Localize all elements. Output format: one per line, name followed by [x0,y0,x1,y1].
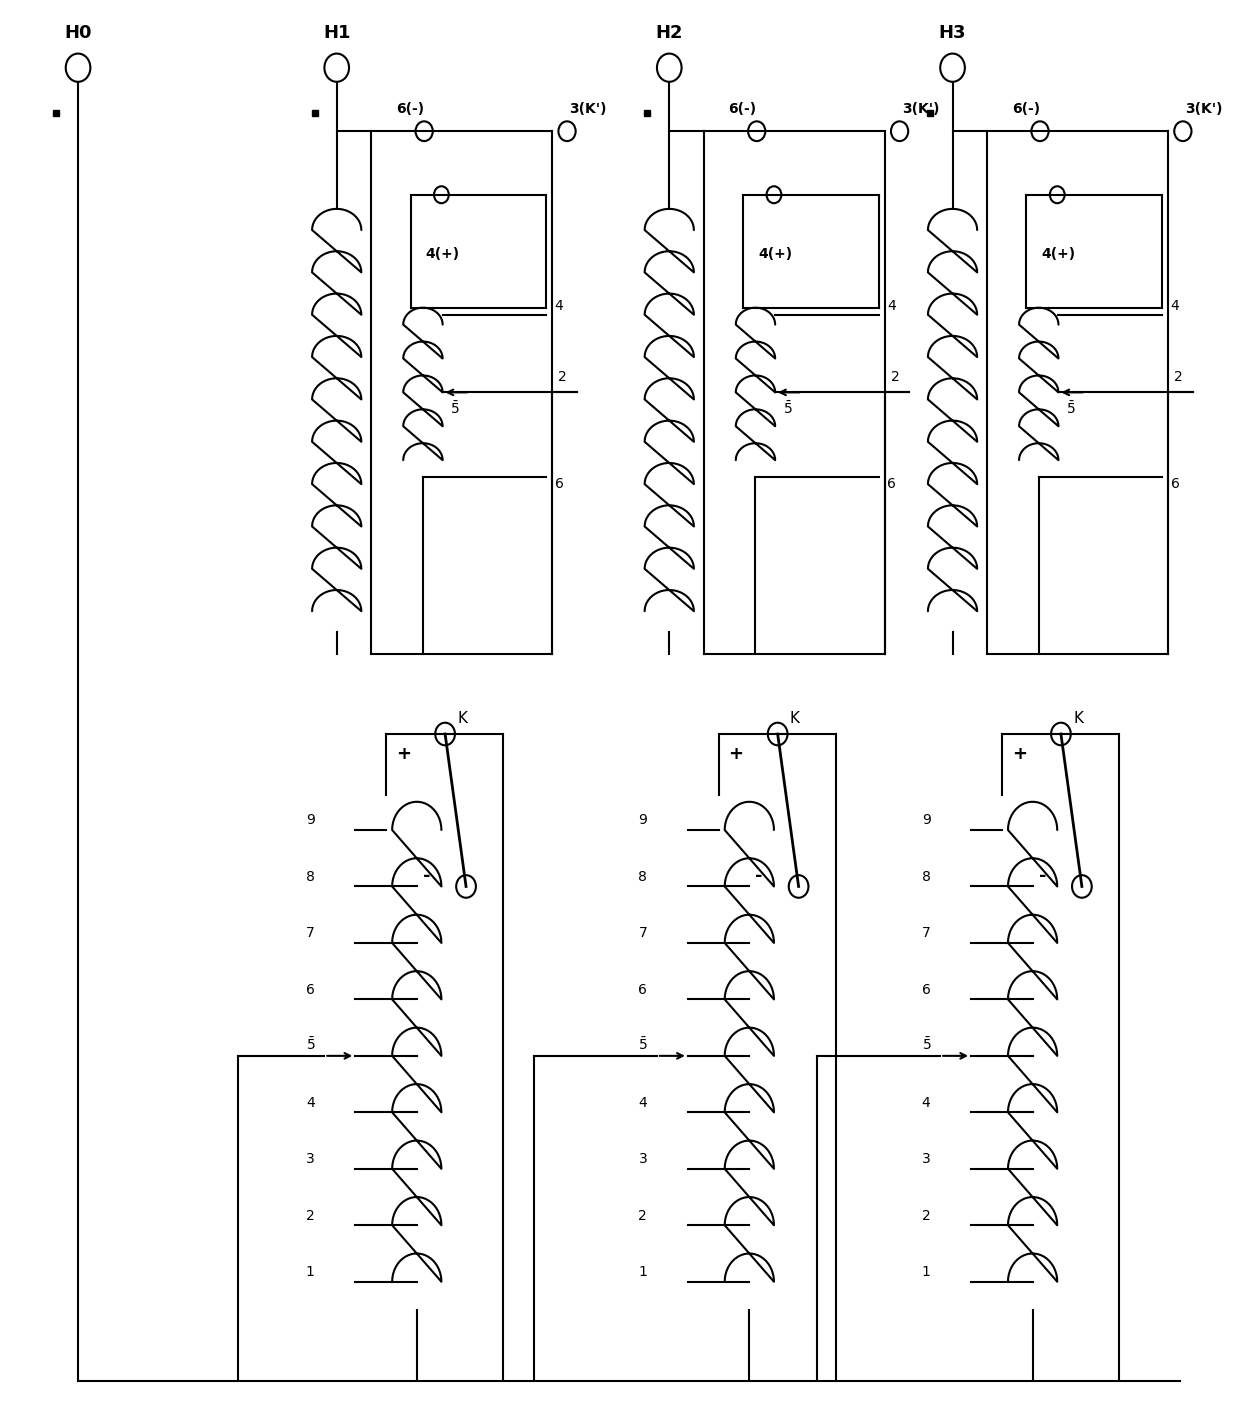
Text: $\bar{5}$: $\bar{5}$ [1066,399,1075,416]
Text: 3(K'): 3(K') [569,102,608,116]
Text: 6(-): 6(-) [1012,102,1040,116]
Text: 6: 6 [921,983,931,997]
Text: 2: 2 [1174,371,1183,383]
Text: 2: 2 [306,1208,315,1223]
Text: $\bar{5}$: $\bar{5}$ [450,399,460,416]
Text: 1: 1 [639,1265,647,1279]
Text: 1: 1 [306,1265,315,1279]
Text: 6: 6 [639,983,647,997]
Text: $\bar{5}$: $\bar{5}$ [921,1037,931,1054]
Text: 8: 8 [639,870,647,883]
Text: $\bar{5}$: $\bar{5}$ [306,1037,315,1054]
Text: 4: 4 [306,1096,315,1109]
Text: 7: 7 [306,926,315,940]
Text: K: K [790,710,800,726]
Text: 4(+): 4(+) [758,247,792,261]
Text: 7: 7 [921,926,930,940]
Text: 7: 7 [639,926,647,940]
Text: 3: 3 [306,1152,315,1166]
Text: 4: 4 [1171,300,1179,314]
Text: $\bar{5}$: $\bar{5}$ [782,399,792,416]
Text: 6: 6 [1171,477,1179,491]
Text: 4(+): 4(+) [425,247,460,261]
Text: 4: 4 [921,1096,930,1109]
Text: 6: 6 [306,983,315,997]
Text: 6(-): 6(-) [729,102,756,116]
Text: K: K [458,710,467,726]
Text: 8: 8 [306,870,315,883]
Text: 3: 3 [921,1152,930,1166]
Text: 4(+): 4(+) [1042,247,1075,261]
Text: 6(-): 6(-) [396,102,424,116]
Text: +: + [396,746,410,764]
Text: 6: 6 [888,477,897,491]
Text: 3(K'): 3(K') [901,102,940,116]
Text: K: K [1074,710,1084,726]
Text: H3: H3 [939,24,966,43]
Text: 8: 8 [921,870,931,883]
Text: 3: 3 [639,1152,647,1166]
Text: 2: 2 [921,1208,930,1223]
Text: -: - [1039,866,1047,885]
Text: 3(K'): 3(K') [1185,102,1223,116]
Text: $\bar{5}$: $\bar{5}$ [639,1037,649,1054]
Text: 4: 4 [639,1096,647,1109]
Text: 9: 9 [306,814,315,828]
Text: H1: H1 [322,24,351,43]
Text: 2: 2 [639,1208,647,1223]
Text: -: - [423,866,430,885]
Text: 2: 2 [558,371,567,383]
Text: +: + [1012,746,1027,764]
Text: 1: 1 [921,1265,931,1279]
Text: 9: 9 [921,814,931,828]
Text: 4: 4 [888,300,897,314]
Text: 2: 2 [892,371,900,383]
Text: 4: 4 [554,300,563,314]
Text: 6: 6 [554,477,564,491]
Text: 9: 9 [639,814,647,828]
Text: H0: H0 [64,24,92,43]
Text: H2: H2 [656,24,683,43]
Text: -: - [755,866,763,885]
Text: +: + [728,746,744,764]
